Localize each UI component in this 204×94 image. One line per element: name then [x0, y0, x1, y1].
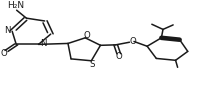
Text: O: O — [129, 37, 136, 46]
Text: O: O — [116, 52, 123, 61]
Text: S: S — [89, 60, 94, 69]
Text: N: N — [4, 26, 11, 35]
Text: N: N — [40, 39, 47, 48]
Text: H₂N: H₂N — [8, 1, 25, 10]
Text: O: O — [84, 31, 91, 39]
Text: O: O — [1, 49, 7, 58]
